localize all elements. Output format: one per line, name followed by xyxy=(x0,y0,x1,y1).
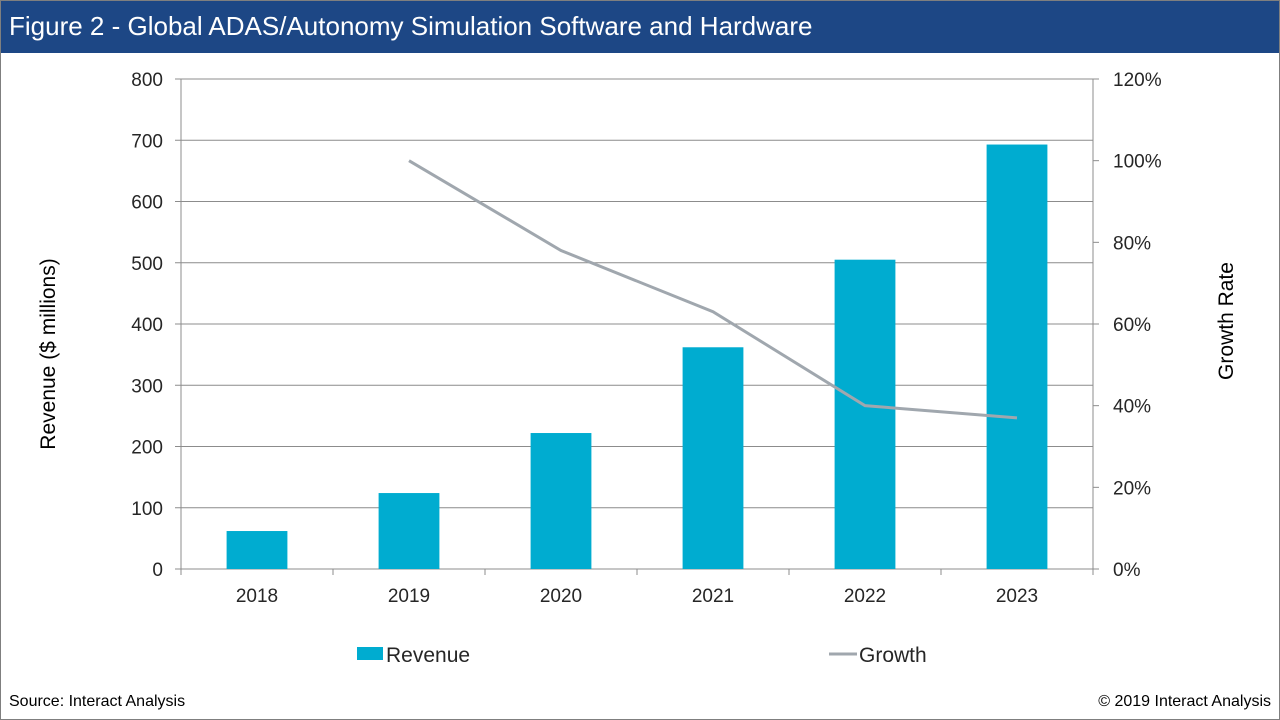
left-tick-label: 500 xyxy=(131,254,163,275)
left-tick-label: 800 xyxy=(131,70,163,91)
right-tick-label: 120% xyxy=(1113,70,1162,91)
left-tick-label: 400 xyxy=(131,315,163,336)
bar-revenue-2018 xyxy=(226,531,288,569)
x-tick-label: 2022 xyxy=(844,586,886,607)
source-note: Source: Interact Analysis xyxy=(9,693,186,710)
x-tick-label: 2021 xyxy=(692,586,734,607)
left-tick-label: 300 xyxy=(131,376,163,397)
right-tick-label: 100% xyxy=(1113,152,1162,173)
x-tick-label: 2019 xyxy=(388,586,430,607)
bar-revenue-2021 xyxy=(682,347,744,569)
right-tick-label: 80% xyxy=(1113,233,1151,254)
chart: 0 100 200 300 400 500 600 700 800 0% 20% 40% 60% 80% 1… xyxy=(37,70,1238,667)
bar-revenue-2022 xyxy=(834,259,896,569)
growth-line xyxy=(408,159,1018,420)
x-tick-label: 2020 xyxy=(540,586,582,607)
bar-revenue-2020 xyxy=(530,433,592,569)
legend-revenue-swatch xyxy=(357,647,383,660)
figure-title: Figure 2 - Global ADAS/Autonomy Simulati… xyxy=(9,11,813,41)
legend-revenue-label: Revenue xyxy=(386,644,470,667)
bar-revenue-2023 xyxy=(986,144,1048,569)
x-tick-label: 2018 xyxy=(236,586,278,607)
copyright-note: © 2019 Interact Analysis xyxy=(1098,693,1271,710)
left-tick-label: 700 xyxy=(131,131,163,152)
left-tick-label: 0 xyxy=(152,560,163,581)
right-tick-label: 40% xyxy=(1113,397,1151,418)
left-tick-label: 100 xyxy=(131,499,163,520)
right-tick-label: 0% xyxy=(1113,560,1141,581)
left-tick-label: 600 xyxy=(131,193,163,214)
x-tick-label: 2023 xyxy=(996,586,1038,607)
bar-revenue-2019 xyxy=(378,493,440,569)
left-axis-title: Revenue ($ millions) xyxy=(37,258,60,449)
title-bar: Figure 2 - Global ADAS/Autonomy Simulati… xyxy=(1,1,1279,53)
right-axis-title: Growth Rate xyxy=(1215,262,1238,380)
left-tick-label: 200 xyxy=(131,438,163,459)
right-tick-label: 20% xyxy=(1113,478,1151,499)
legend-growth-label: Growth xyxy=(859,644,927,667)
right-tick-label: 60% xyxy=(1113,315,1151,336)
